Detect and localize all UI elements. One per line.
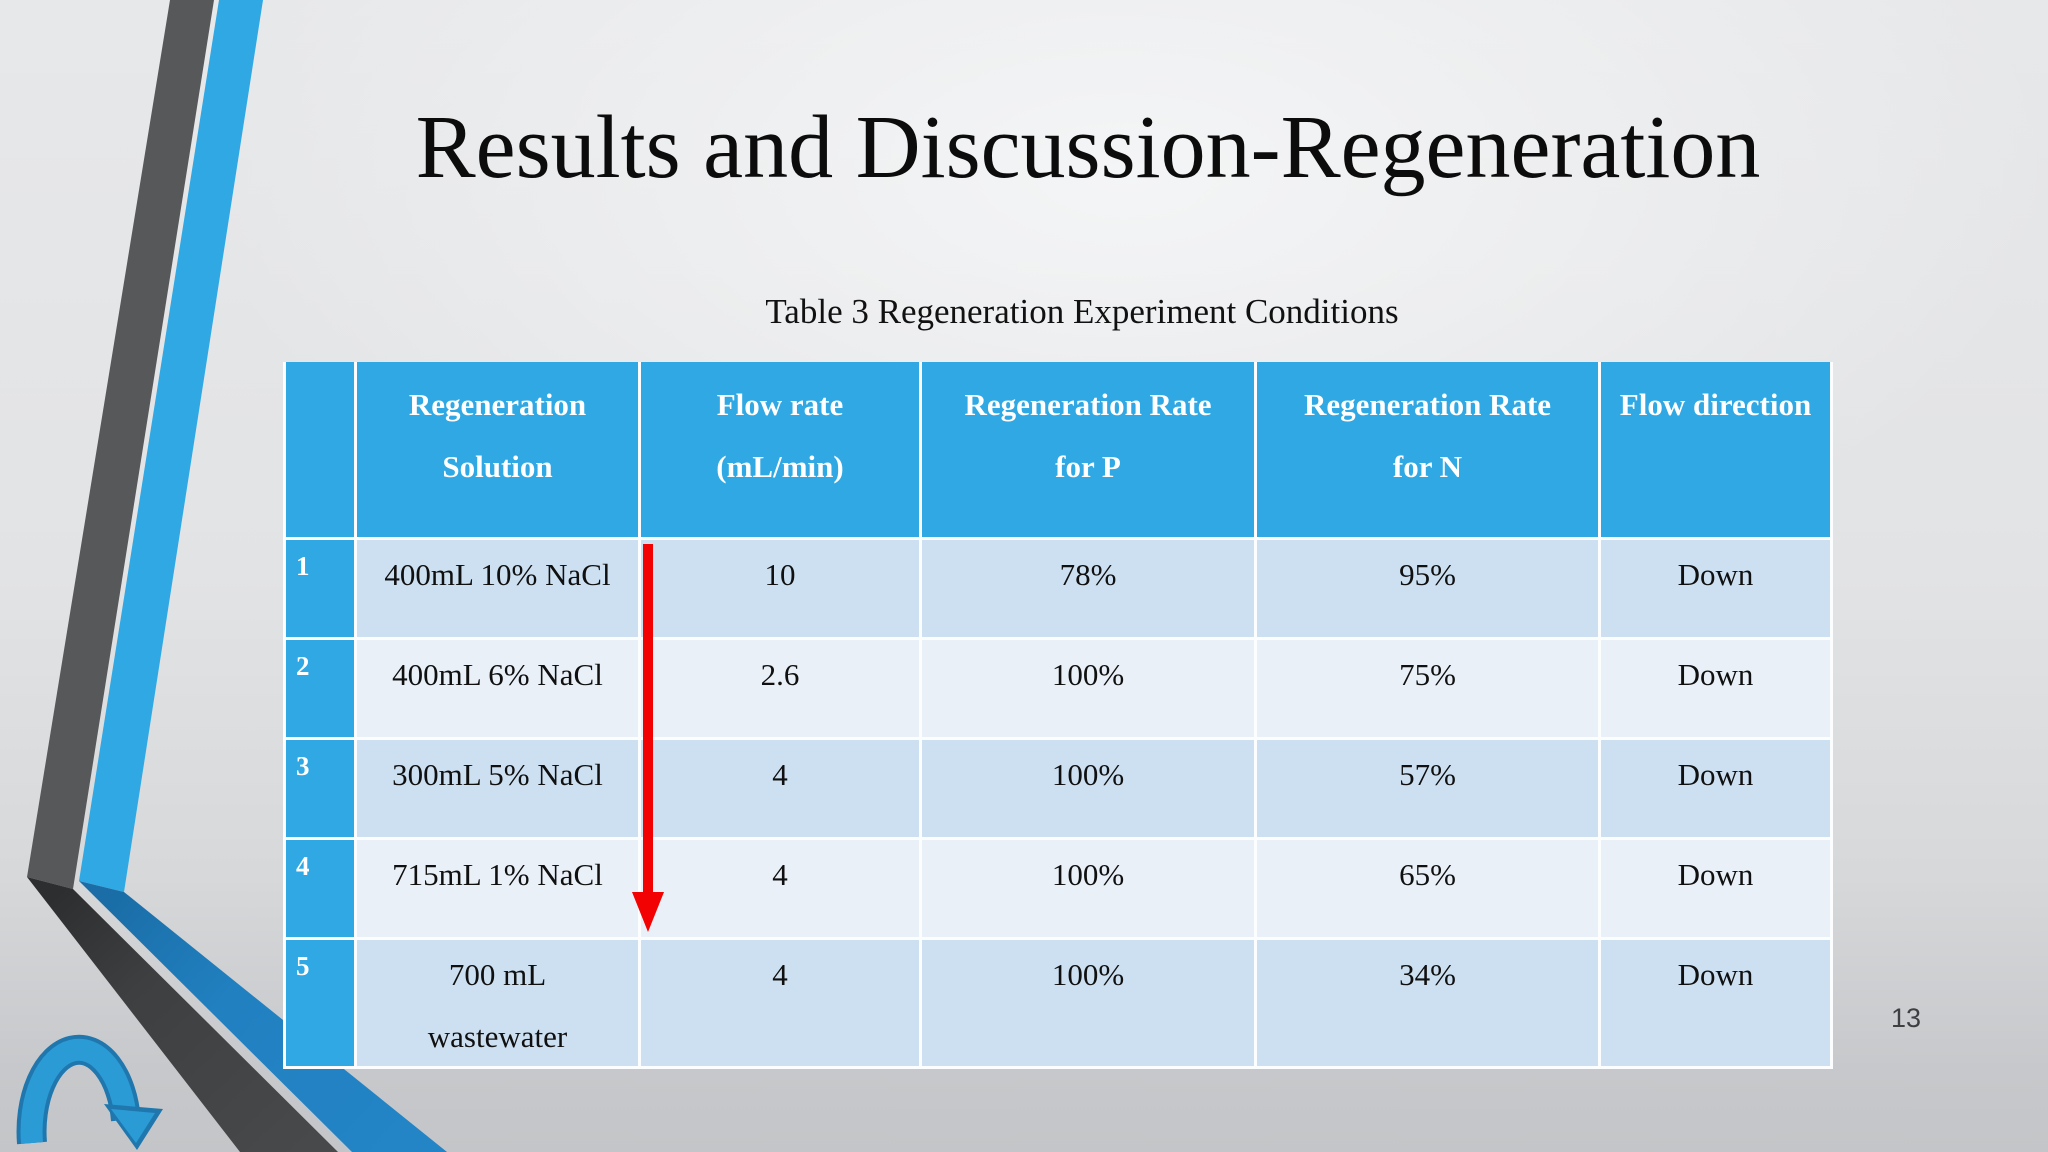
table-cell-solution: 400mL 10% NaCl [357, 540, 638, 637]
table-cell-rate-n: 95% [1257, 540, 1598, 637]
table-cell-rate-p: 100% [922, 840, 1254, 937]
regeneration-conditions-table: Regeneration Solution Flow rate (mL/min) R… [283, 362, 1833, 1069]
row-number-cell: 4 [286, 840, 354, 937]
header-cell-flow-rate: Flow rate (mL/min) [641, 362, 919, 537]
table-cell-rate-p: 100% [922, 740, 1254, 837]
header-cell-flow-direction: Flow direction [1601, 362, 1830, 537]
header-cell-solution: Regeneration Solution [357, 362, 638, 537]
red-down-arrow [632, 544, 664, 932]
table-cell-solution: 700 mL wastewater [357, 940, 638, 1066]
table-cell-rate-n: 34% [1257, 940, 1598, 1066]
table-cell-direction: Down [1601, 940, 1830, 1066]
stripe-dark-lower [27, 877, 338, 1152]
table-cell-rate-p: 78% [922, 540, 1254, 637]
stripe-blue-lower [79, 881, 447, 1152]
table-cell-direction: Down [1601, 740, 1830, 837]
table-cell-flow-rate: 2.6 [641, 640, 919, 737]
table-cell-rate-n: 65% [1257, 840, 1598, 937]
table-cell-direction: Down [1601, 840, 1830, 937]
stripe-blue-upper [79, 0, 263, 892]
table-cell-flow-rate: 4 [641, 840, 919, 937]
curved-arrow-icon [16, 1034, 163, 1150]
header-cell-rate-p: Regeneration Rate for P [922, 362, 1254, 537]
table-cell-flow-rate: 4 [641, 740, 919, 837]
row-number-cell: 3 [286, 740, 354, 837]
table-cell-direction: Down [1601, 640, 1830, 737]
table-cell-solution: 300mL 5% NaCl [357, 740, 638, 837]
stripe-dark-upper [27, 0, 214, 889]
table-cell-rate-n: 75% [1257, 640, 1598, 737]
header-cell-index [286, 362, 354, 537]
table-cell-solution: 715mL 1% NaCl [357, 840, 638, 937]
page-number: 13 [1890, 1003, 1922, 1033]
table-cell-rate-p: 100% [922, 640, 1254, 737]
row-number-cell: 2 [286, 640, 354, 737]
table-cell-flow-rate: 10 [641, 540, 919, 637]
table-cell-flow-rate: 4 [641, 940, 919, 1066]
table-cell-rate-p: 100% [922, 940, 1254, 1066]
row-number-cell: 5 [286, 940, 354, 1066]
table-cell-direction: Down [1601, 540, 1830, 637]
page-title: Results and Discussion-Regeneration [415, 98, 1761, 197]
row-number-cell: 1 [286, 540, 354, 637]
table-cell-solution: 400mL 6% NaCl [357, 640, 638, 737]
table-cell-rate-n: 57% [1257, 740, 1598, 837]
header-cell-rate-n: Regeneration Rate for N [1257, 362, 1598, 537]
table-caption: Table 3 Regeneration Experiment Conditio… [765, 292, 1399, 331]
